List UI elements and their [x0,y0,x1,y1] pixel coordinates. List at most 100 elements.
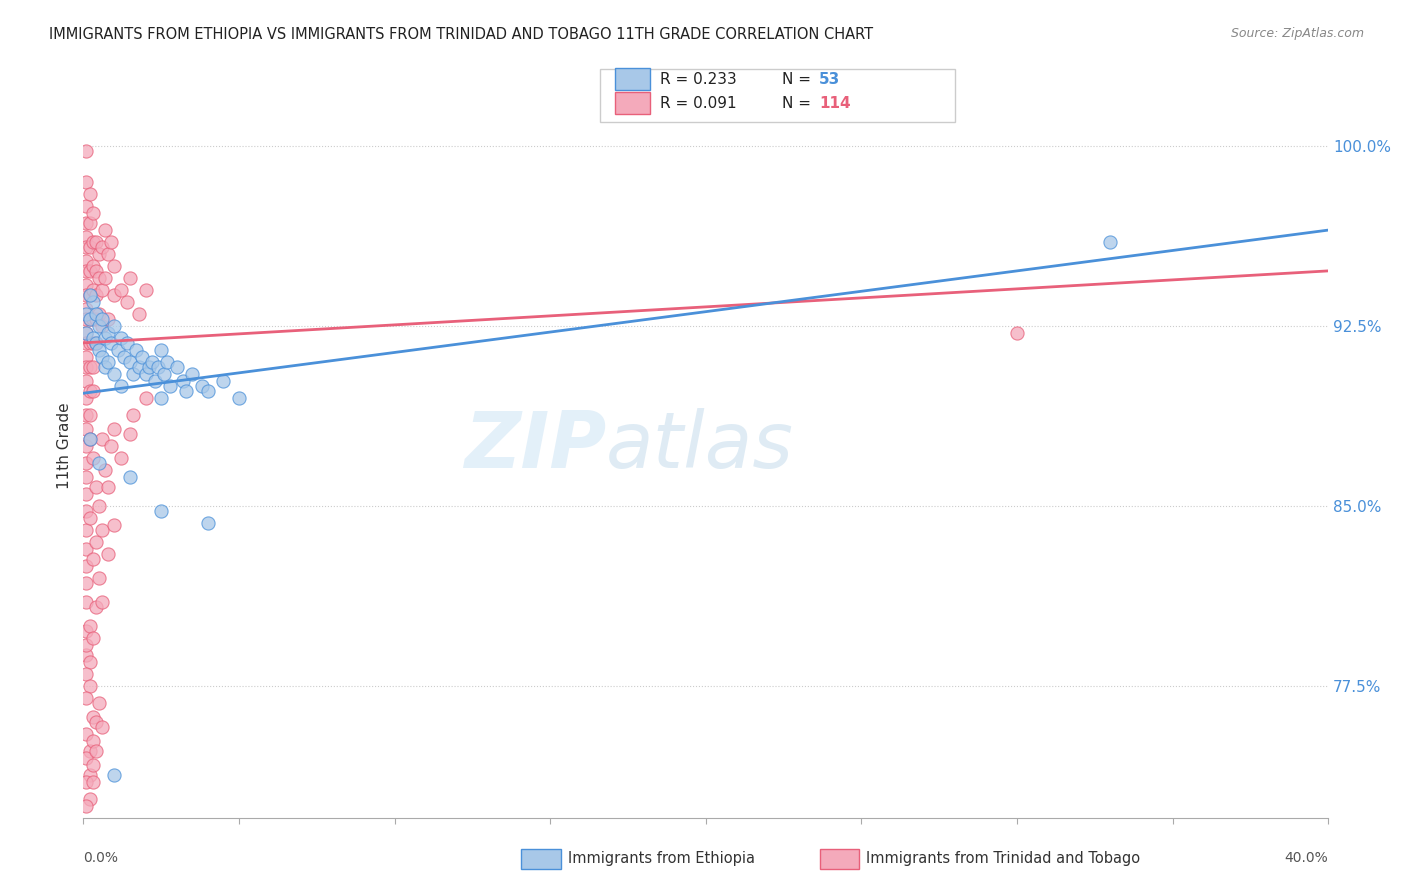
Point [87,499,110,513]
Point [94,331,117,345]
Point [75,751,97,765]
Point [128,359,150,374]
Point [91,432,114,446]
Text: ZIP: ZIP [464,408,606,484]
Point [79,408,101,422]
Point [110,379,132,393]
Point [197,516,219,530]
Point [84,307,107,321]
Point [75,216,97,230]
Point [75,648,97,662]
Point [82,734,104,748]
Point [75,254,97,268]
Point [75,595,97,609]
Point [197,384,219,398]
Point [75,775,97,789]
Point [75,359,97,374]
Point [75,302,97,317]
Point [103,288,125,302]
Point [75,288,97,302]
Point [75,144,97,158]
Point [84,335,107,350]
Point [143,374,166,388]
Point [122,408,145,422]
Text: Immigrants from Ethiopia: Immigrants from Ethiopia [568,851,755,865]
Point [75,456,97,470]
Point [75,727,97,741]
Point [97,547,120,561]
Point [103,518,125,533]
Point [150,504,173,518]
Point [146,359,169,374]
Point [79,311,101,326]
Point [94,271,117,285]
Point [87,456,110,470]
Point [87,307,110,321]
Text: N =: N = [782,71,815,87]
Point [75,638,97,652]
Point [75,690,97,705]
Point [82,775,104,789]
Point [103,319,125,334]
Point [103,367,125,381]
Point [97,480,120,494]
Point [75,326,97,341]
Point [100,439,122,453]
Point [75,422,97,436]
Point [97,355,120,369]
Point [82,359,104,374]
Point [75,278,97,293]
Point [91,311,114,326]
Point [135,367,157,381]
Point [82,331,104,345]
Point [79,335,101,350]
Point [79,187,101,202]
Point [79,744,101,758]
Point [82,335,104,350]
Point [118,470,141,484]
Point [156,355,179,369]
Point [118,355,141,369]
Point [110,283,132,297]
Point [79,359,101,374]
Point [112,351,135,365]
Point [1005,326,1028,341]
Y-axis label: 11th Grade: 11th Grade [58,402,72,490]
Point [103,259,125,273]
Point [82,206,104,220]
Point [110,450,132,465]
Point [166,359,188,374]
Point [75,799,97,814]
Point [94,359,117,374]
Point [75,175,97,189]
Point [75,391,97,405]
Point [79,311,101,326]
Point [75,408,97,422]
Point [75,240,97,254]
Point [84,288,107,302]
Point [87,696,110,710]
FancyBboxPatch shape [614,68,650,90]
Point [84,264,107,278]
Point [82,551,104,566]
Point [79,288,101,302]
Point [128,307,150,321]
Point [75,311,97,326]
Point [75,439,97,453]
Point [91,283,114,297]
Point [82,631,104,645]
Point [190,379,212,393]
Point [100,235,122,249]
Point [228,391,250,405]
Point [118,427,141,442]
Point [100,335,122,350]
Point [138,359,160,374]
Point [87,319,110,334]
Point [125,343,148,357]
Point [75,504,97,518]
Point [150,343,173,357]
Point [91,720,114,734]
Point [115,295,138,310]
Point [103,422,125,436]
Point [82,259,104,273]
